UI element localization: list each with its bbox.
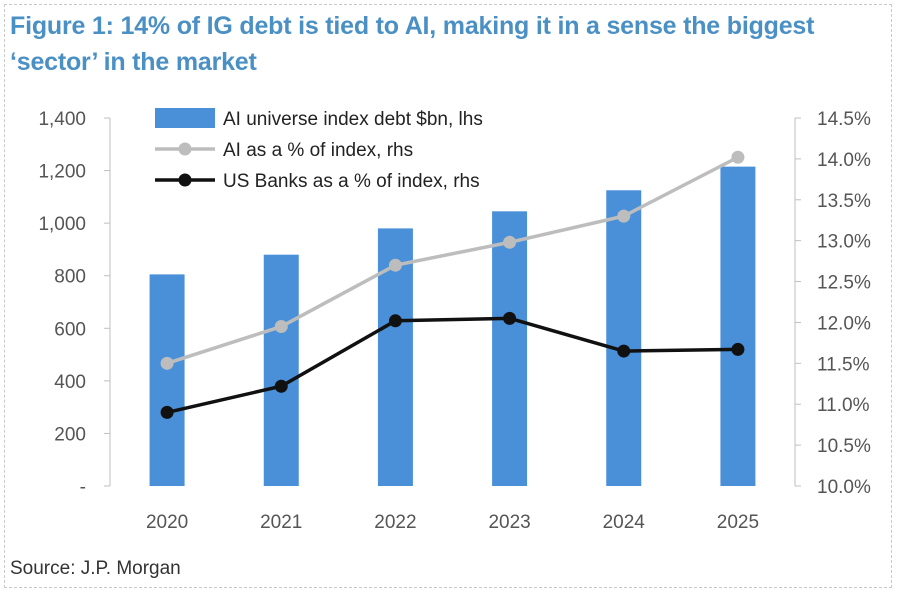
bar bbox=[149, 274, 185, 486]
bar bbox=[492, 211, 528, 487]
right-axis-tick-label: 14.5% bbox=[817, 109, 871, 130]
right-axis-tick-label: 13.0% bbox=[817, 232, 871, 253]
x-axis-tick-label: 2025 bbox=[717, 512, 759, 533]
us-banks-percent-line bbox=[166, 316, 738, 415]
left-axis-tick-label: 1,200 bbox=[38, 162, 86, 183]
us-banks-percent-point bbox=[731, 342, 745, 356]
figure-frame bbox=[4, 4, 892, 588]
bar bbox=[606, 190, 642, 487]
ai-percent-line bbox=[166, 155, 739, 365]
figure-title: Figure 1: 14% of IG debt is tied to AI, … bbox=[10, 12, 815, 76]
ai-percent-point bbox=[617, 209, 631, 223]
left-axis-tick-label: - bbox=[80, 477, 86, 498]
x-axis-tick-label: 2020 bbox=[146, 512, 188, 533]
ai-percent-point bbox=[160, 356, 174, 370]
left-axis-tick-label: 800 bbox=[54, 267, 86, 288]
us-banks-percent-point bbox=[388, 314, 402, 328]
legend-swatch-marker bbox=[178, 142, 192, 156]
legend-swatch-marker bbox=[178, 173, 192, 187]
right-axis-tick-label: 11.0% bbox=[817, 395, 870, 416]
us-banks-percent-point bbox=[503, 311, 517, 325]
legend-swatch-bar bbox=[155, 108, 215, 128]
right-axis-tick-label: 10.0% bbox=[817, 477, 871, 498]
x-axis-tick-label: 2024 bbox=[603, 512, 646, 533]
bar bbox=[720, 166, 756, 486]
us-banks-percent-point bbox=[274, 379, 288, 393]
x-axis-tick-label: 2021 bbox=[260, 512, 302, 533]
us-banks-percent-point bbox=[617, 344, 631, 358]
right-axis-tick-label: 12.5% bbox=[817, 273, 871, 294]
left-axis-tick-label: 1,400 bbox=[38, 109, 86, 130]
legend-label: AI universe index debt $bn, lhs bbox=[223, 109, 483, 130]
x-axis-tick-label: 2022 bbox=[374, 512, 416, 533]
us-banks-percent-point bbox=[160, 405, 174, 419]
legend-label: AI as a % of index, rhs bbox=[223, 140, 413, 161]
left-axis-tick-label: 400 bbox=[54, 372, 86, 393]
right-axis-tick-label: 10.5% bbox=[817, 436, 871, 457]
source-note: Source: J.P. Morgan bbox=[10, 558, 181, 579]
right-axis-tick-label: 14.0% bbox=[817, 150, 871, 171]
right-axis-tick-label: 12.0% bbox=[817, 313, 871, 334]
legend-label: US Banks as a % of index, rhs bbox=[223, 171, 480, 192]
ai-percent-point bbox=[388, 258, 402, 272]
right-axis-tick-label: 13.5% bbox=[817, 191, 871, 212]
bar bbox=[263, 254, 299, 486]
x-axis-tick-label: 2023 bbox=[488, 512, 530, 533]
right-axis-tick-label: 11.5% bbox=[817, 354, 870, 375]
left-axis-tick-label: 600 bbox=[54, 319, 86, 340]
left-axis-tick-label: 1,000 bbox=[38, 214, 86, 235]
left-axis-tick-label: 200 bbox=[54, 424, 86, 445]
ai-percent-point bbox=[731, 150, 745, 164]
ai-percent-point bbox=[274, 320, 288, 334]
ai-percent-point bbox=[503, 235, 517, 249]
